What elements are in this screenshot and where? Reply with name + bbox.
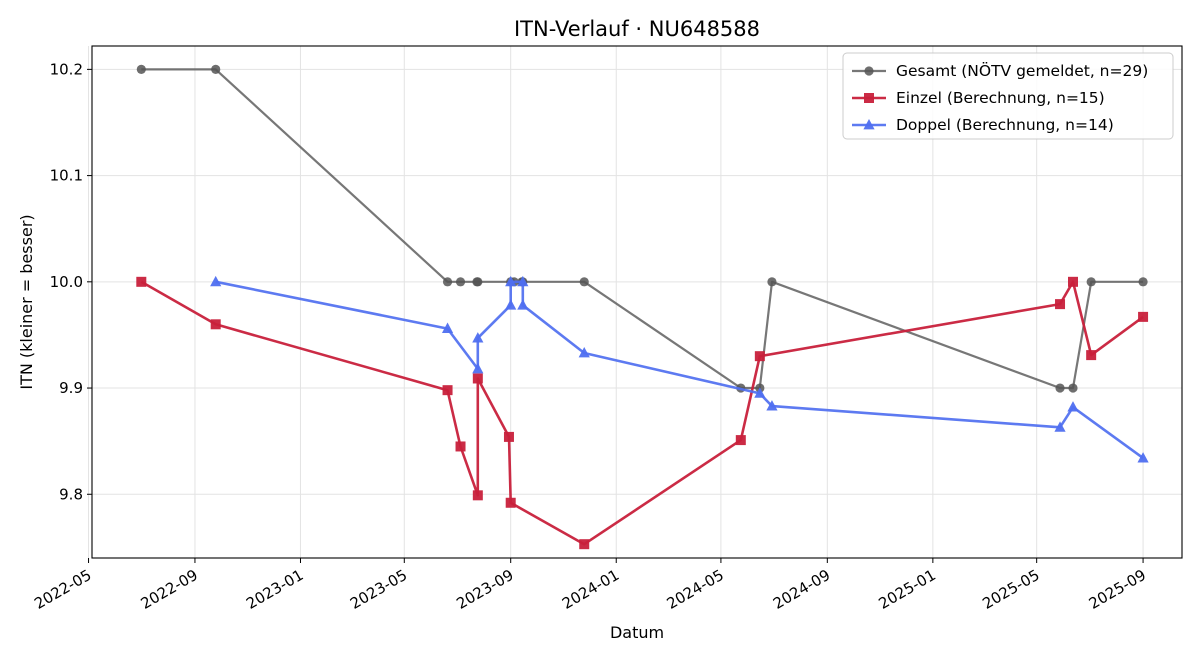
data-point: [517, 275, 529, 287]
legend-label: Gesamt (NÖTV gemeldet, n=29): [896, 61, 1148, 80]
data-point: [735, 435, 746, 446]
data-point: [455, 441, 466, 452]
data-point: [517, 299, 529, 310]
series-layer: [136, 64, 1149, 550]
x-tick-label: 2024-01: [559, 566, 622, 613]
data-point: [473, 277, 483, 287]
data-point: [1054, 421, 1066, 432]
x-tick-label: 2025-05: [979, 566, 1042, 613]
y-tick-label: 9.9: [59, 379, 83, 397]
data-point: [1067, 401, 1079, 412]
data-point: [472, 490, 483, 501]
legend-label: Einzel (Berechnung, n=15): [896, 89, 1105, 107]
x-tick-label: 2023-01: [243, 566, 306, 613]
data-point: [1055, 383, 1065, 393]
data-point: [210, 275, 222, 287]
data-point: [472, 332, 484, 343]
x-tick-label: 2025-01: [876, 566, 939, 613]
x-tick-label: 2022-05: [31, 566, 94, 613]
data-point: [579, 277, 589, 287]
data-point: [505, 497, 516, 508]
data-point: [754, 351, 765, 362]
x-tick-label: 2024-05: [664, 566, 727, 613]
y-tick-label: 9.8: [59, 485, 83, 503]
data-point: [472, 373, 483, 384]
data-point: [1086, 277, 1096, 287]
data-point: [211, 64, 221, 74]
x-axis: 2022-05 2022-09 2023-01 2023-05 2023-09 2024-…: [31, 558, 1149, 613]
data-point: [579, 539, 590, 550]
legend-box: [842, 52, 1174, 140]
y-tick-label: 10.1: [50, 167, 83, 185]
legend-label: Doppel (Berechnung, n=14): [896, 116, 1114, 134]
data-point: [1137, 452, 1149, 463]
data-point: [136, 276, 147, 287]
x-tick-label: 2022-09: [138, 566, 201, 613]
x-tick-label: 2023-09: [453, 566, 516, 613]
x-axis-title: Datum: [610, 623, 664, 642]
data-point: [1138, 311, 1149, 322]
data-point: [472, 362, 484, 374]
data-point: [1068, 383, 1078, 393]
data-point: [1138, 277, 1148, 287]
data-point: [754, 387, 766, 398]
data-point: [442, 385, 453, 396]
y-axis-title: ITN (kleiner = besser): [17, 214, 36, 389]
chart-title: ITN-Verlauf · NU648588: [514, 17, 760, 41]
legend-marker: [863, 119, 875, 130]
legend-marker: [864, 93, 874, 103]
data-point: [1068, 276, 1078, 287]
data-point: [455, 277, 466, 287]
x-tick-label: 2025-09: [1086, 566, 1149, 613]
data-point: [442, 277, 453, 287]
data-point: [505, 299, 517, 310]
series-line: [215, 280, 1144, 460]
data-point: [1055, 299, 1066, 310]
data-point: [1086, 350, 1097, 361]
data-point: [767, 277, 777, 287]
data-point: [505, 275, 517, 287]
y-tick-label: 10.0: [50, 273, 83, 291]
data-point: [136, 64, 146, 74]
series-doppel: [210, 275, 1149, 463]
series-einzel: [136, 276, 1149, 550]
legend: Gesamt (NÖTV gemeldet, n=29) Einzel (Bere…: [842, 52, 1174, 140]
y-axis: 9.8 9.9 10.0 10.1 10.2: [50, 60, 92, 503]
data-point: [503, 431, 514, 442]
y-tick-label: 10.2: [50, 60, 83, 78]
plot-frame: [91, 45, 1183, 559]
legend-marker: [864, 66, 874, 76]
data-point: [766, 400, 778, 411]
x-tick-label: 2023-05: [347, 566, 410, 613]
data-point: [578, 346, 590, 358]
x-tick-label: 2024-09: [770, 566, 833, 613]
data-point: [441, 322, 454, 333]
data-point: [210, 319, 221, 330]
